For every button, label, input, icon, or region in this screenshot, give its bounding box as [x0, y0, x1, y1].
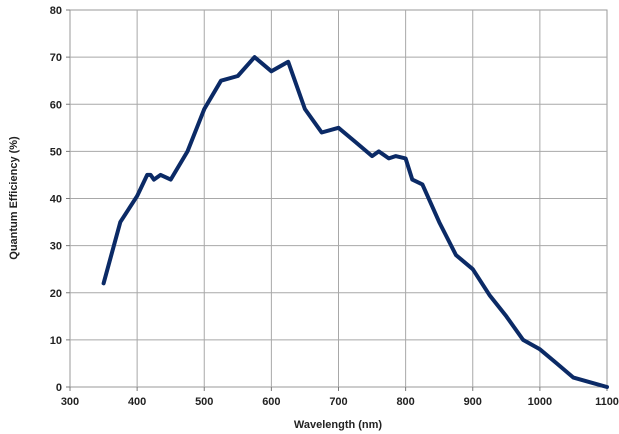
data-point — [489, 294, 490, 296]
y-tick-label: 10 — [50, 335, 62, 347]
y-tick-label: 70 — [50, 52, 62, 64]
data-point — [589, 381, 591, 383]
y-tick-label: 30 — [50, 241, 62, 253]
x-tick-label: 400 — [128, 396, 146, 408]
data-point — [438, 221, 440, 223]
y-axis-title: Quantum Efficiency (%) — [8, 136, 20, 260]
y-tick-label: 20 — [50, 288, 62, 300]
data-point — [254, 56, 256, 58]
data-point — [472, 268, 474, 270]
x-tick-label: 600 — [262, 396, 280, 408]
x-axis-title: Wavelength (nm) — [294, 419, 383, 431]
data-point — [539, 348, 541, 350]
data-point — [556, 362, 558, 364]
data-point — [136, 195, 138, 197]
data-point — [153, 179, 155, 181]
x-tick-label: 500 — [195, 396, 213, 408]
data-point — [203, 108, 205, 110]
data-point — [150, 174, 152, 176]
data-point — [421, 183, 423, 185]
data-point — [270, 70, 272, 72]
y-axis-ticks: 0 10 20 30 40 50 60 70 80 — [50, 5, 70, 394]
data-point — [287, 61, 289, 63]
data-point — [146, 174, 148, 176]
y-tick-label: 80 — [50, 5, 62, 17]
x-axis-ticks: 300 400 500 600 700 800 900 1000 1100 — [61, 387, 619, 408]
data-point — [411, 179, 413, 181]
y-tick-label: 0 — [56, 382, 62, 394]
x-tick-label: 1100 — [595, 396, 619, 408]
x-tick-label: 800 — [396, 396, 414, 408]
data-point — [237, 75, 239, 77]
data-point — [160, 174, 162, 176]
data-point — [354, 141, 356, 143]
data-point — [170, 179, 172, 181]
data-point — [321, 132, 323, 133]
x-tick-label: 300 — [61, 396, 79, 408]
x-tick-label: 900 — [464, 396, 482, 408]
data-point — [338, 127, 339, 129]
grid-lines — [70, 10, 607, 387]
data-point — [119, 221, 121, 223]
y-tick-label: 60 — [50, 99, 62, 111]
series-group — [101, 55, 609, 389]
data-point — [304, 108, 306, 110]
x-tick-label: 700 — [329, 396, 347, 408]
data-point — [522, 339, 524, 341]
data-point — [505, 315, 507, 317]
data-point — [388, 157, 390, 159]
x-tick-label: 1000 — [528, 396, 552, 408]
data-point — [371, 155, 373, 157]
data-point — [187, 150, 188, 152]
data-point — [405, 157, 407, 159]
data-point — [395, 155, 397, 157]
y-tick-label: 40 — [50, 194, 62, 206]
data-point — [378, 150, 380, 152]
data-point — [103, 282, 105, 284]
y-tick-label: 50 — [50, 146, 62, 158]
data-point — [220, 80, 222, 82]
data-point — [572, 377, 574, 379]
data-point — [455, 254, 457, 256]
data-point — [606, 386, 608, 388]
